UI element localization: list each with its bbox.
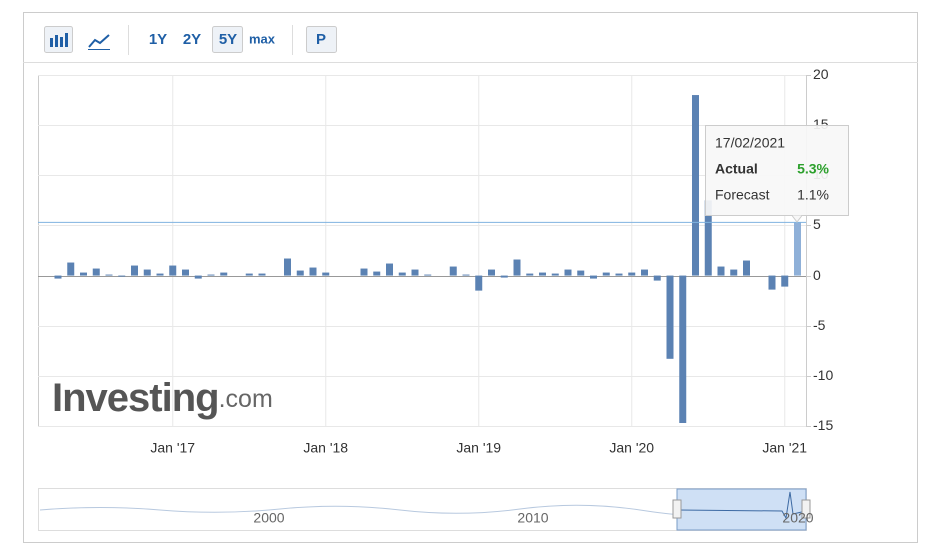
range-buttons: 1Y 2Y 5Y max [149, 26, 276, 53]
watermark-brand: Investing [52, 376, 219, 420]
bar [679, 275, 687, 423]
bar [717, 266, 725, 276]
bar [80, 272, 87, 276]
bar [488, 269, 495, 276]
bar [92, 268, 100, 276]
tooltip: 17/02/2021 Actual 5.3% Forecast 1.1% [705, 125, 849, 223]
bar [526, 273, 534, 276]
bar [449, 266, 457, 276]
bar [692, 95, 699, 276]
bar [704, 200, 712, 276]
bar [373, 271, 381, 276]
range-button[interactable]: 2Y [183, 31, 201, 48]
bar [564, 269, 572, 276]
bar [539, 272, 546, 276]
x-tick-label: Jan '19 [456, 440, 501, 456]
watermark: Investing.com [52, 376, 273, 420]
bar [245, 273, 253, 276]
tooltip-value: 5.3% [797, 161, 829, 177]
bar [284, 258, 291, 276]
plot-area [38, 75, 807, 427]
print-button-frame[interactable] [306, 26, 337, 53]
bar [424, 274, 432, 276]
bar [220, 272, 228, 276]
bar [730, 269, 738, 276]
x-tick-label: Jan '20 [609, 440, 654, 456]
bar [118, 275, 126, 277]
bar [258, 273, 266, 276]
plot: Jan '17 Jan '18 Jan '19 Jan '20 Jan '21 -15 -1… [38, 66, 833, 456]
y-tick-label: -15 [813, 417, 833, 433]
bar [513, 259, 521, 276]
bar [398, 272, 406, 276]
bar [781, 275, 789, 287]
bar-chart-button[interactable] [44, 26, 73, 53]
line-chart-button[interactable] [88, 34, 110, 50]
bar [322, 272, 330, 276]
tooltip-box [705, 125, 849, 216]
navigator-label: 2010 [517, 510, 548, 526]
bar [54, 275, 62, 279]
tooltip-label: Forecast [715, 187, 770, 203]
bar [794, 222, 801, 276]
bar [194, 275, 202, 279]
range-button[interactable]: 5Y [219, 31, 237, 48]
bar [577, 270, 585, 276]
range-selected [212, 26, 243, 53]
bar [156, 273, 164, 276]
y-tick-label: -10 [813, 367, 833, 383]
navigator-handle[interactable] [801, 499, 811, 519]
tooltip-label: Actual [715, 161, 758, 177]
tooltip-value: 1.1% [797, 187, 829, 203]
bar [551, 273, 559, 276]
bar [641, 269, 648, 276]
bar [169, 265, 177, 276]
bar [590, 275, 597, 279]
x-tick-label: Jan '21 [762, 440, 807, 456]
range-button[interactable]: max [249, 31, 276, 46]
bar [296, 270, 304, 276]
tooltip-date: 17/02/2021 [715, 135, 785, 151]
bar [743, 260, 750, 276]
print-button[interactable]: P [316, 31, 326, 48]
bar [67, 262, 75, 276]
bar [411, 269, 419, 276]
bar [131, 265, 138, 276]
x-tick-label: Jan '17 [150, 440, 195, 456]
bar [768, 275, 776, 290]
bar [500, 275, 508, 278]
watermark-suffix: .com [219, 385, 273, 413]
bar [628, 272, 636, 276]
bar [105, 274, 113, 276]
bar [462, 274, 470, 276]
bar [182, 269, 189, 276]
bar [615, 273, 623, 276]
bar [386, 263, 393, 276]
y-tick-label: 0 [813, 267, 821, 283]
bar [602, 272, 610, 276]
bar [666, 275, 674, 359]
navigator-selection[interactable] [676, 488, 807, 531]
bar [360, 268, 368, 276]
bar [475, 275, 483, 291]
y-tick-label: 5 [813, 216, 821, 232]
bar [309, 267, 317, 276]
bar [653, 275, 661, 281]
tooltip-pointer [791, 215, 803, 223]
range-button[interactable]: 1Y [149, 31, 167, 48]
navigator-label: 2000 [253, 510, 284, 526]
navigator: 2000 2010 2020 [38, 488, 814, 531]
y-tick-label: 20 [813, 66, 829, 82]
bar [207, 274, 215, 276]
navigator-handle[interactable] [672, 499, 682, 519]
navigator-label: 2020 [782, 510, 813, 526]
bar [143, 269, 151, 276]
x-tick-label: Jan '18 [303, 440, 348, 456]
y-tick-label: -5 [813, 317, 826, 333]
